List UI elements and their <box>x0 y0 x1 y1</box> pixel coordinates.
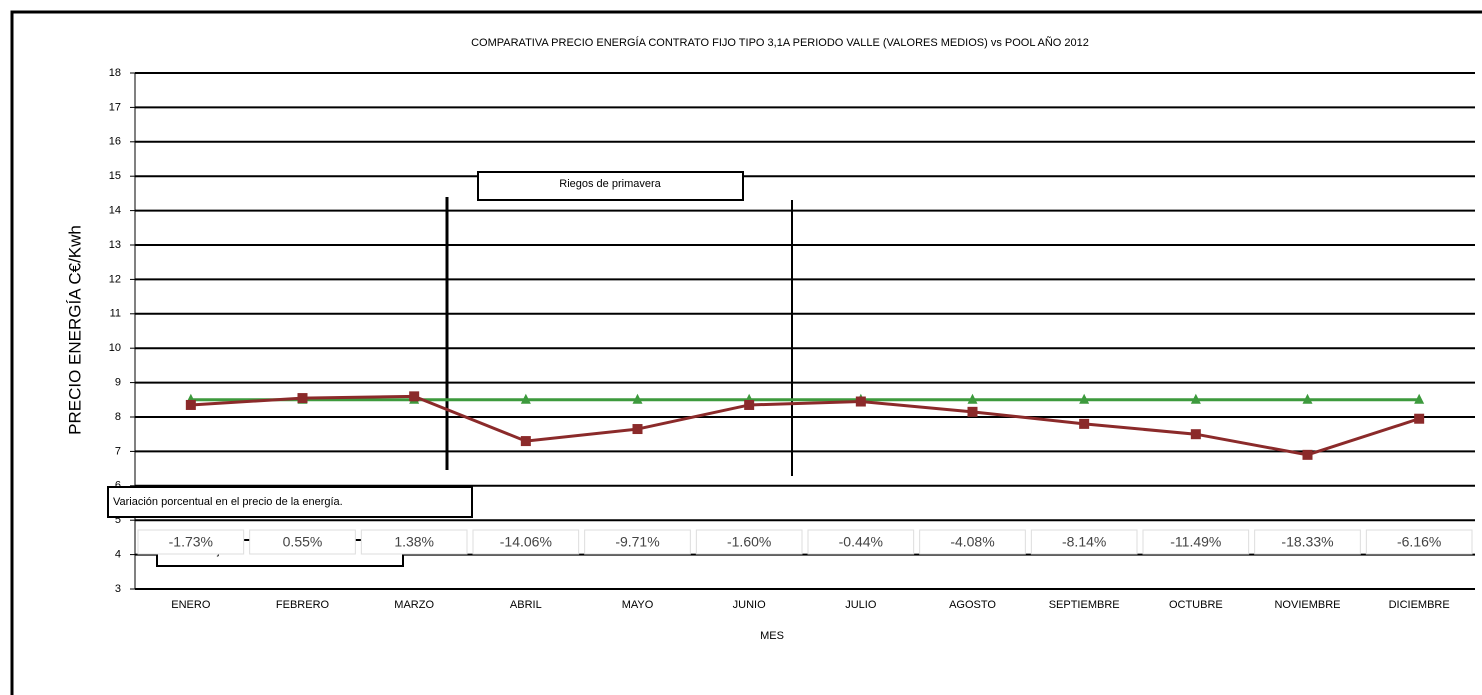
marker <box>520 393 531 404</box>
variation-cell <box>137 529 245 555</box>
y-axis-label: PRECIO ENERGÍA C€/Kwh <box>65 225 84 435</box>
x-tick-label: JUNIO <box>733 599 766 611</box>
variation-value: -8.14% <box>1062 534 1106 550</box>
y-tick-label: 11 <box>110 308 121 320</box>
y-tick-label: 13 <box>109 239 121 251</box>
y-tick-label: 17 <box>109 101 121 113</box>
x-tick-label: NOVIEMBRE <box>1274 599 1340 611</box>
x-tick-label: ENERO <box>171 599 211 611</box>
y-tick-label: 15 <box>109 170 121 182</box>
variation-cell <box>807 529 915 555</box>
x-tick-label: JULIO <box>845 599 877 611</box>
marker <box>1302 393 1313 404</box>
marker <box>185 399 196 410</box>
y-tick-label: 8 <box>115 411 121 423</box>
variation-cell <box>584 529 691 555</box>
variation-value: -4.08% <box>950 534 994 550</box>
y-tick-label: 10 <box>109 342 121 354</box>
x-axis-label: MES <box>760 630 784 642</box>
variation-cell <box>919 529 1026 555</box>
x-tick-label: MARZO <box>394 599 434 611</box>
variation-cell <box>360 529 468 555</box>
y-tick-label: 18 <box>109 67 121 79</box>
annotation-box <box>477 171 744 201</box>
x-tick-label: ABRIL <box>510 599 542 611</box>
marker <box>1079 393 1090 404</box>
y-tick-label: 16 <box>109 136 121 148</box>
variation-value: -1.73% <box>169 534 213 550</box>
marker <box>1414 413 1425 424</box>
marker <box>632 393 643 404</box>
y-tick-label: 5 <box>115 514 121 526</box>
marker <box>744 399 755 410</box>
marker <box>1414 393 1425 404</box>
annotation: Riegos de primavera <box>559 178 661 190</box>
y-tick-label: 12 <box>109 273 121 285</box>
marker <box>297 393 308 404</box>
x-tick-label: MAYO <box>622 599 654 611</box>
y-tick-label: 6 <box>115 480 121 492</box>
variation-cell <box>472 529 580 555</box>
x-tick-label: OCTUBRE <box>1169 599 1223 611</box>
marker <box>855 396 866 407</box>
variation-value: -0.44% <box>839 534 883 550</box>
marker <box>1190 429 1201 440</box>
variation-cell <box>1365 529 1473 555</box>
series-line <box>190 394 1420 457</box>
x-tick-label: DICIEMBRE <box>1389 599 1450 611</box>
x-tick-label: AGOSTO <box>949 599 996 611</box>
x-tick-label: SEPTIEMBRE <box>1049 599 1120 611</box>
variation-value: 1.38% <box>394 534 434 550</box>
chart-title: COMPARATIVA PRECIO ENERGÍA CONTRATO FIJO… <box>471 36 1089 49</box>
marker <box>409 391 420 402</box>
variation-value: -1.60% <box>727 534 771 550</box>
x-tick-label: FEBRERO <box>276 599 330 611</box>
y-tick-label: 14 <box>109 205 121 217</box>
chart-frame <box>10 10 1482 695</box>
marker <box>967 406 978 417</box>
variation-value: -11.49% <box>1170 534 1221 550</box>
variation-cell <box>1142 529 1250 555</box>
variation-cell <box>249 529 356 555</box>
variation-value: 0.55% <box>283 534 323 550</box>
marker <box>967 393 978 404</box>
y-tick-label: 7 <box>115 445 121 457</box>
variation-cell <box>695 529 803 555</box>
variation-value: -6.16% <box>1397 534 1441 550</box>
variation-value: -18.33% <box>1281 534 1333 550</box>
marker <box>1190 393 1201 404</box>
y-tick-label: 9 <box>115 377 121 389</box>
y-tick-label: 4 <box>115 549 121 561</box>
marker <box>1079 418 1090 429</box>
variation-value: -9.71% <box>615 534 659 550</box>
annotation: Variación porcentual en el precio de la … <box>113 496 343 508</box>
variation-value: -14.06% <box>500 534 552 550</box>
marker <box>520 436 531 447</box>
y-tick-label: 3 <box>115 583 121 595</box>
variation-cell <box>1254 529 1361 555</box>
annotation-box <box>107 486 473 518</box>
marker <box>1302 449 1313 460</box>
variation-cell <box>1030 529 1138 555</box>
marker <box>632 424 643 435</box>
